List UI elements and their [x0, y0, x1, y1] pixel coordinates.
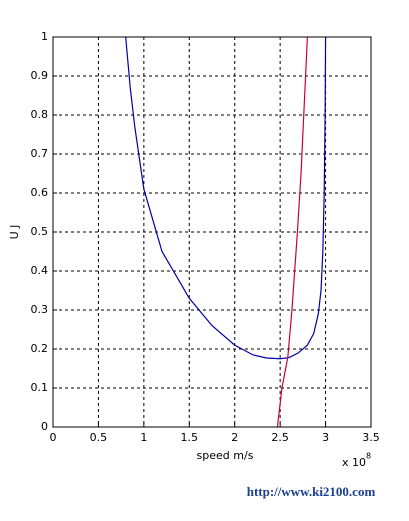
y-tick-label: 0.4	[31, 264, 49, 277]
y-tick-label: 0.8	[31, 108, 49, 121]
x-tick-label: 2.5	[271, 431, 289, 444]
x-tick-label: 0	[50, 431, 57, 444]
x-multiplier: x 10	[342, 456, 366, 469]
lines	[125, 36, 327, 428]
y-tick-label: 0	[41, 420, 48, 433]
x-axis-label: speed m/s	[197, 449, 254, 462]
y-tick-label: 0.1	[31, 381, 49, 394]
x-tick-label: 3	[322, 431, 329, 444]
x-tick-label: 1	[140, 431, 147, 444]
data-line	[276, 36, 308, 428]
x-tick-label: 1.5	[181, 431, 199, 444]
y-tick-label: 1	[41, 30, 48, 43]
y-tick-label: 0.2	[31, 342, 49, 355]
y-tick-label: 0.7	[31, 147, 49, 160]
x-multiplier-exp: 8	[366, 452, 371, 461]
y-tick-label: 0.5	[31, 225, 49, 238]
x-tick-label: 3.5	[362, 431, 380, 444]
x-tick-label: 0.5	[90, 431, 108, 444]
watermark: http://www.ki2100.com	[247, 484, 376, 499]
y-axis-label: U J	[8, 225, 21, 240]
y-tick-label: 0.9	[31, 69, 49, 82]
data-line	[125, 36, 327, 360]
y-tick-label: 0.6	[31, 186, 49, 199]
y-tick-label: 0.3	[31, 303, 49, 316]
x-tick-label: 2	[231, 431, 238, 444]
